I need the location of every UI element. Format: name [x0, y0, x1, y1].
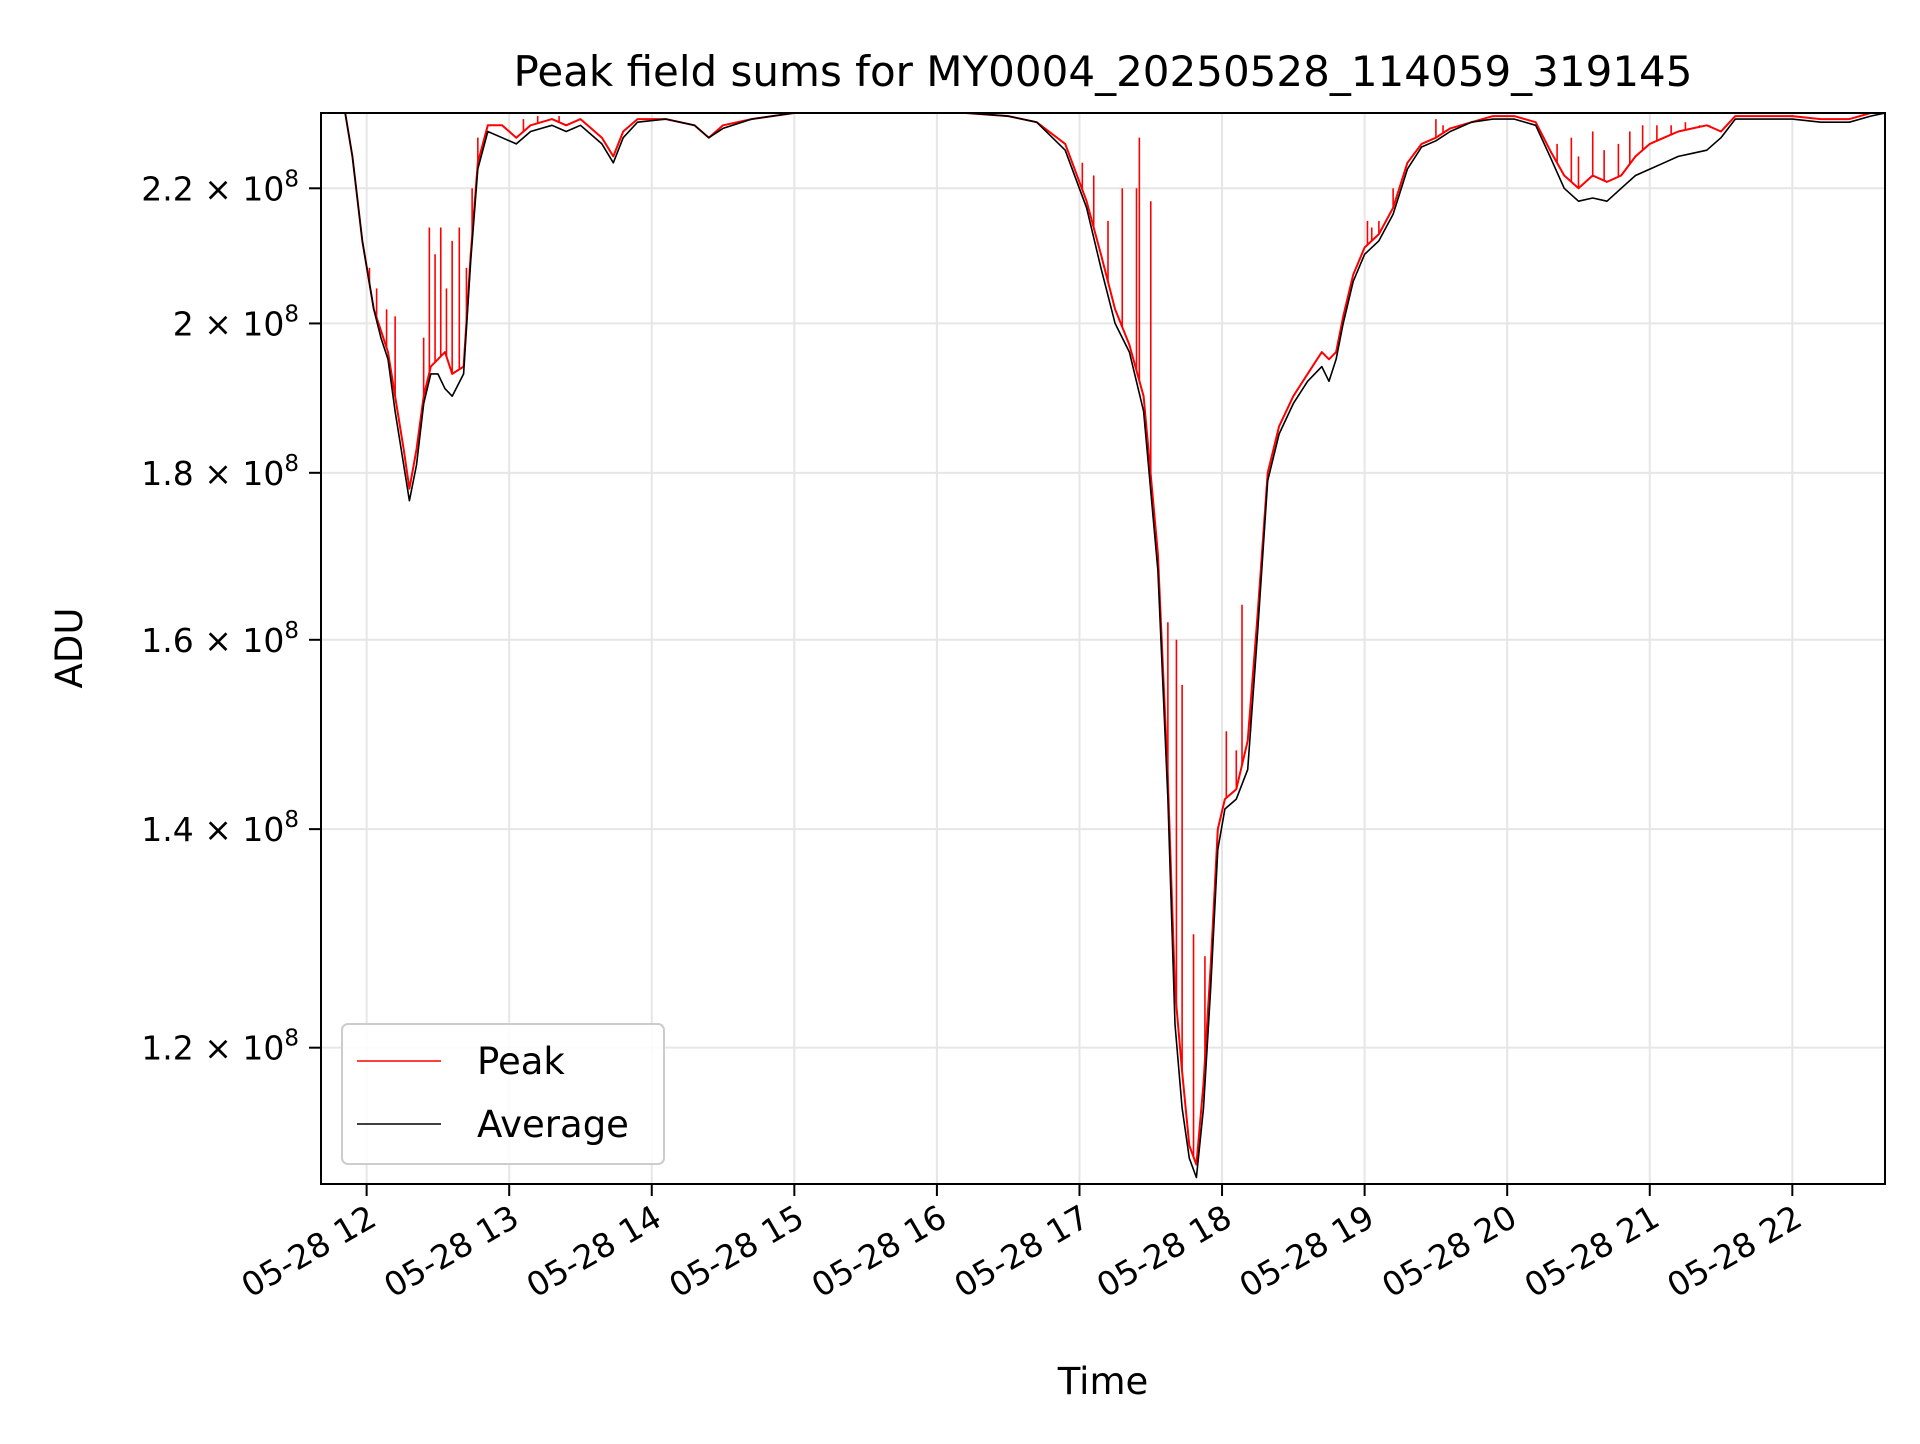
- grid: [321, 113, 1885, 1184]
- series-line-average: [321, 113, 1885, 1179]
- chart-title: Peak field sums for MY0004_20250528_1140…: [513, 47, 1692, 96]
- y-tick-label: 1.6 × 108: [141, 618, 299, 660]
- y-tick-label: 1.8 × 108: [141, 451, 299, 493]
- legend: Peak Average: [341, 1023, 665, 1165]
- y-tick-label: 1.4 × 108: [141, 807, 299, 849]
- x-axis-label: Time: [1057, 1360, 1149, 1403]
- plot-series: [321, 113, 1885, 1179]
- y-tick-label: 2 × 108: [173, 301, 299, 343]
- plot-frame: [320, 112, 1886, 1185]
- y-tick-label: 2.2 × 108: [141, 166, 299, 208]
- legend-box: [341, 1023, 665, 1165]
- y-axis-ticks: 1.2 × 108 1.4 × 108 1.6 × 108 1.8 × 108 2 × …: [141, 166, 321, 1068]
- y-tick-label: 1.2 × 108: [141, 1026, 299, 1068]
- legend-average-label: Average: [477, 1103, 629, 1146]
- legend-peak-label: Peak: [477, 1040, 565, 1083]
- y-axis-label: ADU: [48, 608, 91, 689]
